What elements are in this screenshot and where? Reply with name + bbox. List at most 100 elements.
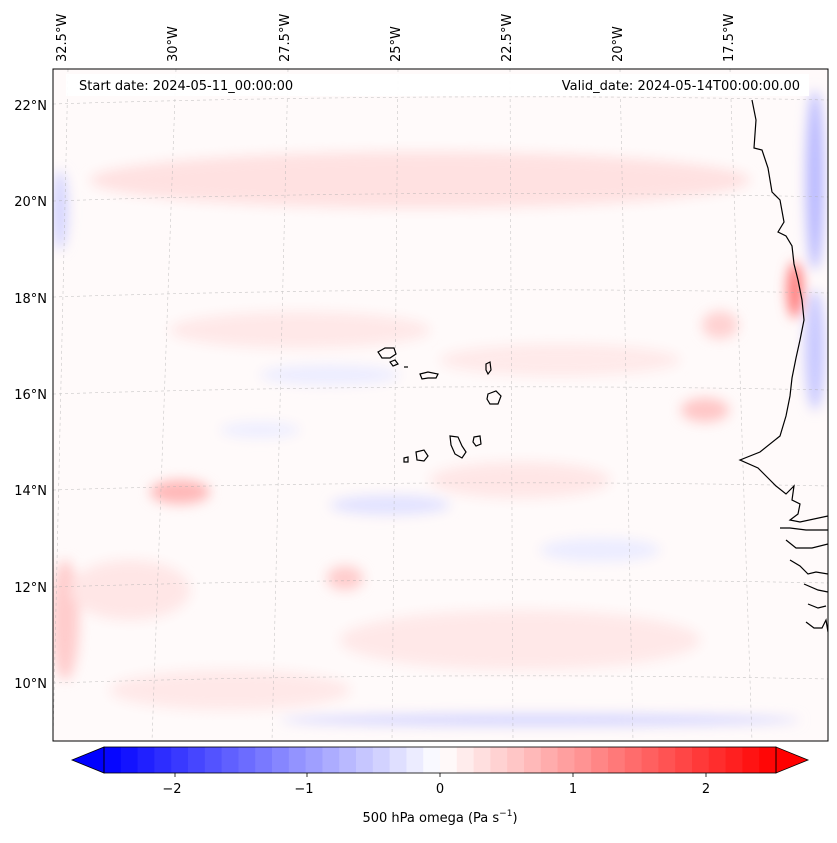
colorbar-cell: [389, 747, 407, 773]
lat-label: 14°N: [14, 484, 47, 499]
colorbar-cell: [692, 747, 710, 773]
omega-positive-cell: [150, 480, 210, 504]
omega-positive-cell: [787, 262, 803, 318]
omega-positive-band: [90, 152, 750, 208]
island-santo-antao: [377, 347, 397, 359]
colorbar-tick-labels: −2 −1 0 1 2: [162, 782, 710, 797]
start-date-label: Start date: 2024-05-11_00:00:00: [79, 79, 293, 94]
coastline-south: [785, 539, 828, 549]
omega-positive-cell: [340, 610, 700, 670]
colorbar-cell: [238, 747, 256, 773]
omega-negative-cell: [53, 170, 68, 250]
lat-label: 22°N: [14, 99, 47, 114]
island-santiago: [449, 435, 467, 459]
colorbar-cell: [456, 747, 475, 773]
gridline-lat: [53, 96, 828, 105]
colorbar-cell: [742, 747, 760, 773]
omega-negative-cell: [330, 495, 450, 515]
colorbar-cell: [423, 747, 441, 773]
colorbar-cell: [154, 747, 172, 773]
colorbar-tick-label: 1: [569, 782, 577, 797]
lat-label: 18°N: [14, 292, 47, 307]
colorbar-cell: [624, 747, 643, 773]
date-header-box: [66, 74, 809, 96]
gridline-lon: [391, 69, 399, 741]
colorbar-cell: [288, 747, 307, 773]
omega-positive-cell: [53, 560, 79, 680]
colorbar-extend-max: [775, 746, 810, 774]
colorbar-cell: [322, 747, 340, 773]
colorbar-cell: [574, 747, 592, 773]
valid-date-label: Valid_date: 2024-05-14T00:00:00.00: [562, 79, 800, 94]
colorbar-cell: [339, 747, 357, 773]
colorbar-cell: [540, 747, 559, 773]
lon-label: 25°W: [389, 26, 404, 62]
colorbar-cell: [120, 747, 139, 773]
lon-label: 30°W: [166, 26, 181, 62]
colorbar-extend-min: [70, 746, 105, 774]
colorbar-label: 500 hPa omega (Pa s−1): [362, 809, 517, 826]
colorbar-cell: [507, 747, 525, 773]
colorbar-cell: [641, 747, 659, 773]
colorbar-cell: [557, 747, 575, 773]
colorbar-cell: [591, 747, 609, 773]
gridline-lon: [53, 69, 69, 741]
omega-negative-cell: [805, 290, 825, 410]
coastline-main: [738, 99, 828, 523]
longitude-labels: 32.5°W 30°W 27.5°W 25°W 22.5°W 20°W 17.5…: [55, 14, 737, 62]
island-sal: [485, 361, 492, 376]
island-brava: [403, 456, 409, 463]
colorbar-ticks: [174, 773, 707, 777]
lat-label: 16°N: [14, 388, 47, 403]
colorbar-cell: [708, 747, 727, 773]
latitude-labels: 22°N 20°N 18°N 16°N 14°N 12°N 10°N: [14, 99, 47, 692]
gridline-lat: [53, 289, 828, 298]
lon-label: 22.5°W: [500, 14, 515, 62]
colorbar-cell: [356, 747, 374, 773]
gridline-lat: [53, 482, 828, 491]
colorbar-cells: [104, 747, 777, 773]
cape-verde-islands: [377, 347, 502, 463]
gridline-lat: [53, 675, 828, 684]
omega-negative-cell: [540, 538, 660, 562]
colorbar-tick-label: −1: [294, 782, 313, 797]
colorbar-tick-label: 0: [436, 782, 444, 797]
colorbar-cell: [725, 747, 743, 773]
colorbar-cell: [104, 747, 122, 773]
map-frame: [52, 68, 829, 742]
omega-positive-cell: [681, 398, 729, 422]
gridline-lon: [151, 69, 177, 741]
omega-positive-cell: [702, 311, 738, 339]
colorbar-cell: [188, 747, 206, 773]
lon-label: 27.5°W: [278, 14, 293, 62]
omega-field: [53, 90, 825, 726]
colorbar-cell: [372, 747, 391, 773]
omega-negative-cell: [806, 90, 824, 270]
omega-positive-cell: [70, 560, 190, 620]
omega-positive-cell: [327, 566, 363, 590]
coastline-guinea-bissau: [789, 559, 828, 633]
lon-label: 20°W: [611, 26, 626, 62]
colorbar-cell: [406, 747, 424, 773]
colorbar-cell: [440, 747, 458, 773]
colorbar-cell: [255, 747, 273, 773]
map-panel: [53, 69, 828, 741]
omega-positive-cell: [430, 462, 610, 498]
omega-negative-cell: [260, 365, 400, 385]
colorbar-cell: [171, 747, 189, 773]
gridline-lon: [729, 69, 753, 741]
colorbar-cell: [658, 747, 676, 773]
omega-negative-cell: [280, 714, 800, 726]
gridlines: [53, 69, 828, 741]
colorbar-cell: [137, 747, 155, 773]
gridline-lon: [509, 69, 514, 741]
island-boa-vista: [486, 390, 502, 405]
african-coastline: [738, 99, 828, 633]
gridline-lat: [53, 386, 828, 395]
island-maio: [472, 435, 482, 447]
coastline-gambia: [780, 527, 828, 531]
lat-label: 10°N: [14, 677, 47, 692]
lon-label: 32.5°W: [55, 14, 70, 62]
omega-positive-band: [440, 344, 680, 376]
